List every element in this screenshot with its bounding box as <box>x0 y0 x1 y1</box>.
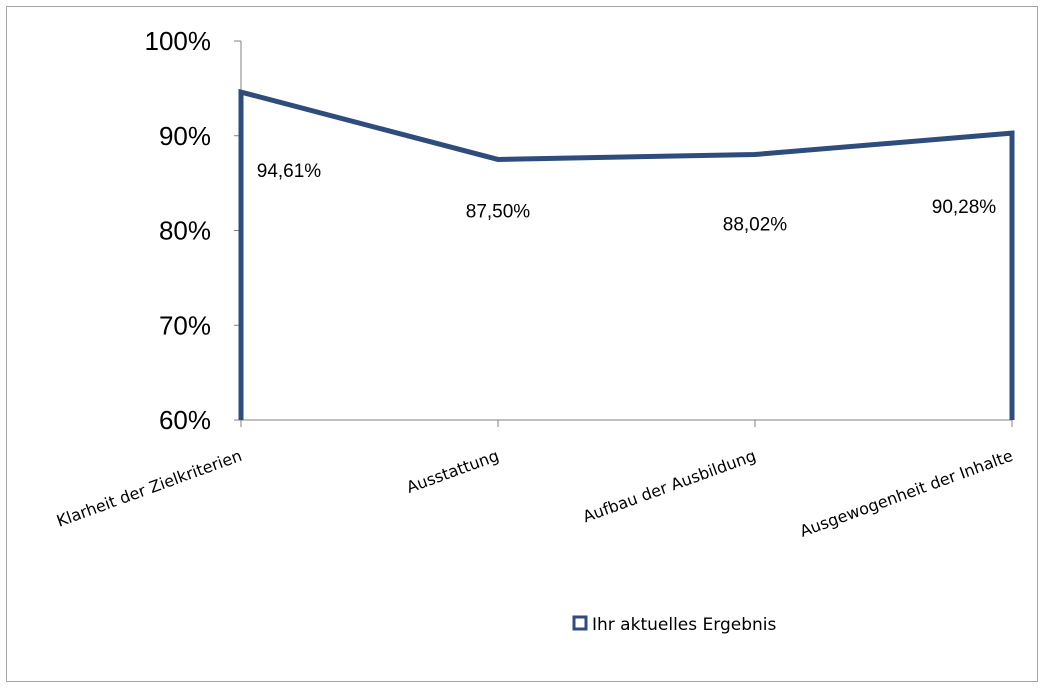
x-category-label: Klarheit der Zielkriterien <box>54 446 244 531</box>
data-label: 88,02% <box>723 215 788 236</box>
legend: Ihr aktuelles Ergebnis <box>572 615 776 635</box>
x-axis-ticks: Klarheit der Zielkriterien Ausstattung Auf… <box>54 420 1015 541</box>
y-tick-label: 80% <box>159 216 211 246</box>
axes <box>240 41 1012 421</box>
y-tick-label: 90% <box>159 121 211 151</box>
data-label: 87,50% <box>466 201 531 222</box>
x-category-label: Ausstattung <box>404 446 501 497</box>
y-tick-label: 60% <box>159 405 211 435</box>
x-category-label: Ausgewogenheit der Inhalte <box>797 446 1015 541</box>
y-tick-label: 70% <box>159 310 211 340</box>
y-axis-ticks: 60% 70% 80% 90% 100% <box>145 26 241 435</box>
series-area <box>238 88 1015 420</box>
x-category-label: Aufbau der Ausbildung <box>580 446 758 526</box>
legend-swatch <box>572 615 588 631</box>
legend-label: Ihr aktuelles Ergebnis <box>592 615 776 635</box>
data-label: 90,28% <box>932 197 997 218</box>
series-line <box>238 88 1015 420</box>
data-label: 94,61% <box>257 161 322 182</box>
chart-frame <box>6 6 1038 682</box>
y-tick-label: 100% <box>145 26 212 56</box>
data-labels: 94,61% 87,50% 88,02% 90,28% <box>257 161 997 235</box>
